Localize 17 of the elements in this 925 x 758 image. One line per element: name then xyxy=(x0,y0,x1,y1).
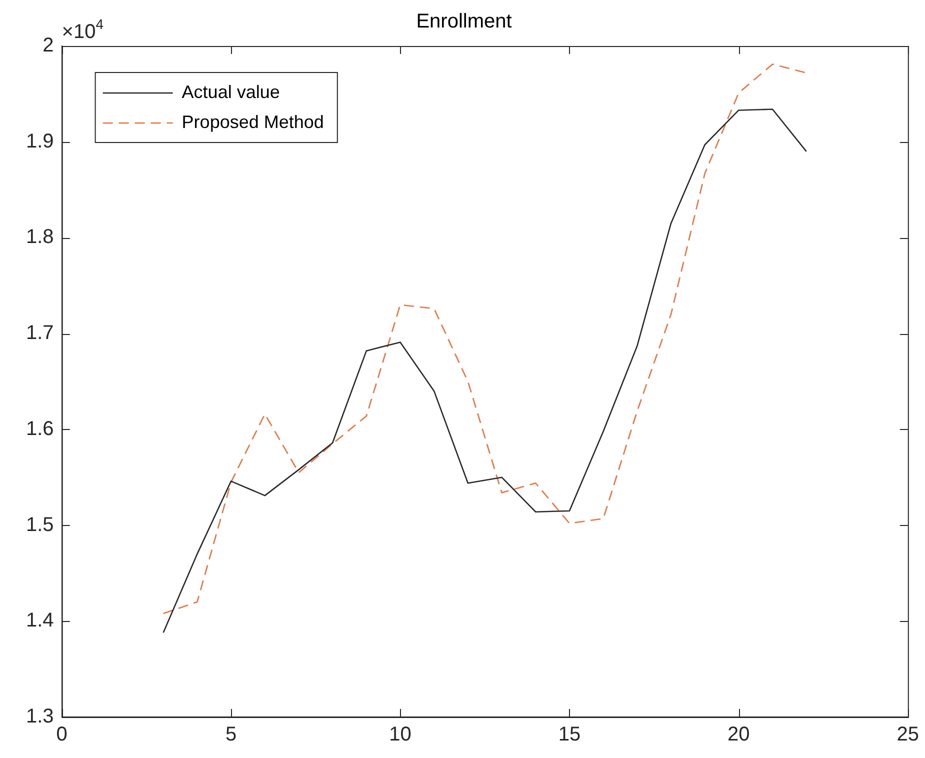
y-tick-label: 1.3 xyxy=(26,706,54,728)
y-tick-label: 1.9 xyxy=(26,130,54,152)
legend-label: Actual value xyxy=(182,82,280,102)
y-tick-label: 1.4 xyxy=(26,610,54,632)
x-tick-label: 10 xyxy=(389,724,412,746)
y-tick-label: 1.8 xyxy=(26,226,54,248)
x-tick-label: 20 xyxy=(728,724,750,746)
x-tick-label: 0 xyxy=(56,724,68,746)
x-tick-label: 25 xyxy=(896,724,919,746)
y-tick-label: 1.5 xyxy=(26,514,54,536)
legend-label: Proposed Method xyxy=(182,112,324,132)
x-tick-label: 15 xyxy=(558,724,581,746)
y-tick-label: 1.6 xyxy=(26,418,54,440)
y-tick-label: 2 xyxy=(42,34,54,57)
x-tick-label: 5 xyxy=(225,724,237,746)
y-tick-label: 1.7 xyxy=(26,322,54,344)
chart-title: Enrollment xyxy=(416,10,512,33)
